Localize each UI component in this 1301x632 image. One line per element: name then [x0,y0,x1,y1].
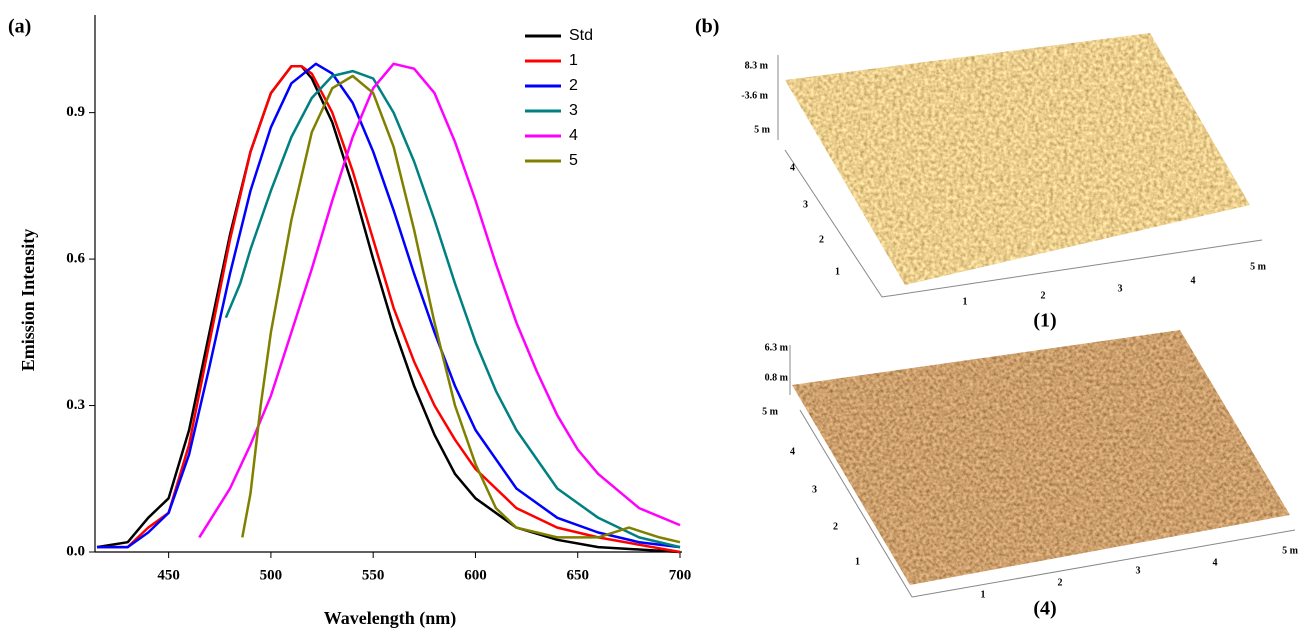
y-label: 5 m [754,124,771,135]
panel-label: (b) [695,16,719,38]
x-tick-label: 650 [566,567,589,583]
y-tick-label: 0.9 [66,104,85,120]
x-tick-label: 700 [669,567,692,583]
image-caption: (4) [1033,598,1056,620]
x-tick-label: 450 [157,567,180,583]
x-label: 5 m [1250,261,1267,272]
series-line [97,65,681,554]
afm-surface [792,330,1290,585]
x-label: 2 [1058,577,1063,588]
legend-label: 2 [569,77,578,94]
y-label: 2 [819,234,824,245]
y-tick-label: 0.3 [66,397,85,413]
z-label: -3.6 m [741,90,768,101]
series-line [97,62,681,549]
x-label: 2 [1041,290,1046,301]
x-label: 1 [981,589,986,600]
x-label: 5 m [1282,545,1299,556]
legend-label: 4 [569,127,578,144]
y-axis-title: Emission Intensity [18,229,38,372]
series-line [224,69,681,549]
y-label: 4 [790,162,795,173]
legend-label: 3 [569,102,578,119]
legend-label: 1 [569,52,578,69]
series-line [96,65,681,554]
x-tick-label: 600 [464,567,487,583]
x-axis-3d [911,529,1296,598]
x-label: 3 [1136,565,1141,576]
x-tick-label: 550 [362,567,385,583]
x-axis-3d [881,239,1263,298]
y-label: 3 [812,484,817,495]
legend-label: 5 [569,152,578,169]
y-label: 1 [855,556,860,567]
series-line [198,62,681,539]
x-label: 3 [1118,283,1123,294]
y-tick-label: 0.6 [66,251,85,267]
y-label: 2 [833,521,838,532]
x-label: 4 [1213,557,1218,568]
z-label: 6.3 m [765,342,789,353]
y-label: 1 [835,266,840,277]
x-label: 1 [963,296,968,307]
legend-label: Std [569,27,593,44]
afm-panel: (b) [695,16,1296,598]
z-label: 0.8 m [765,372,789,383]
z-label: 8.3 m [745,60,769,71]
x-axis-title: Wavelength (nm) [324,608,457,629]
y-tick-label: 0.0 [66,543,85,559]
y-label: 5 m [762,406,779,417]
y-axis-3d [799,409,913,598]
y-axis-3d [784,149,883,298]
y-label: 3 [803,199,808,210]
x-tick-label: 500 [260,567,283,583]
image-caption: (1) [1033,310,1056,332]
x-label: 4 [1191,275,1196,286]
series-line [241,74,681,544]
panel-label: (a) [8,16,31,38]
y-label: 4 [790,446,795,457]
